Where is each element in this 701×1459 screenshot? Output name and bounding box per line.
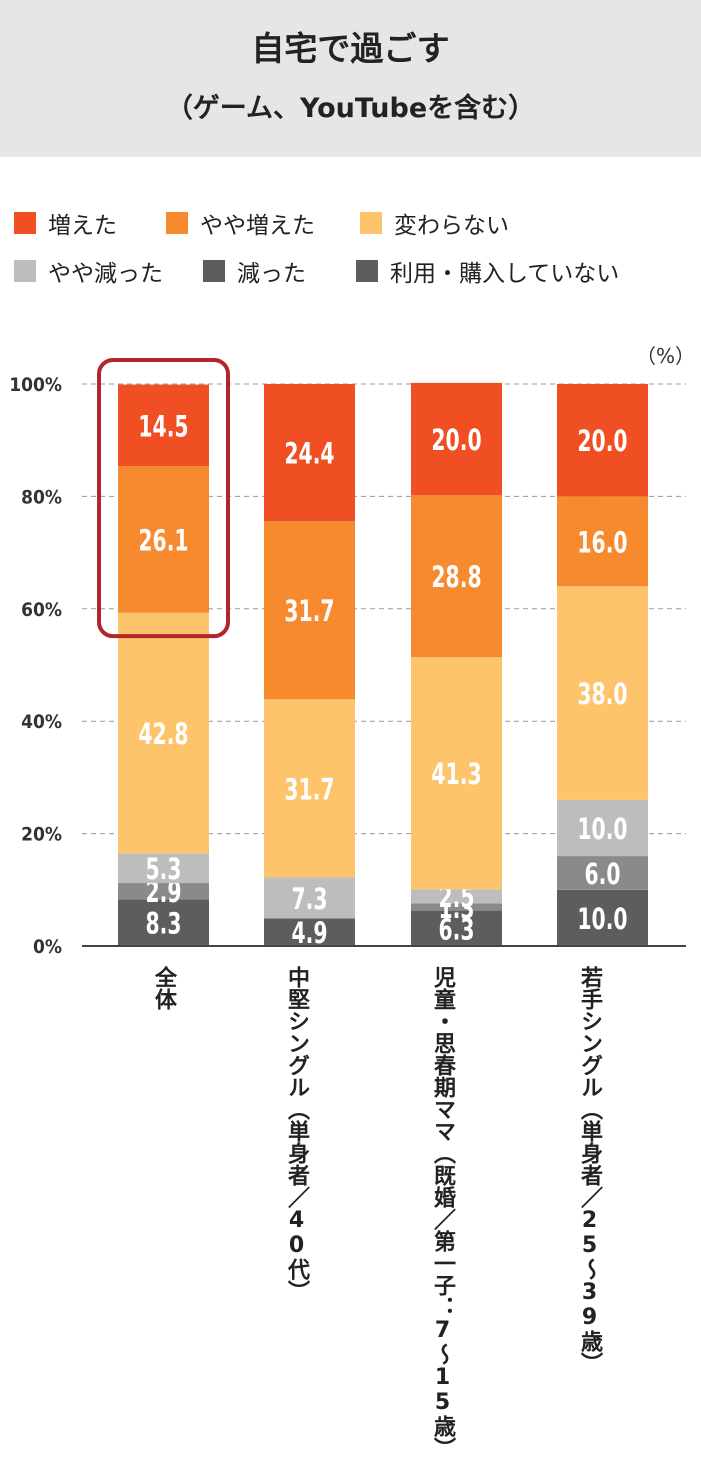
bar-segment [557,496,648,587]
y-tick-label: 100% [9,374,62,396]
data-label: 38.0 [577,678,627,711]
bar-segment [264,384,355,522]
legend-item: やや減った [14,256,163,287]
legend-item: 変わらない [360,208,509,239]
y-tick-label: 40% [21,711,62,733]
title-banner: 自宅で過ごす （ゲーム、YouTubeを含む） [0,0,701,157]
chart-subtitle: （ゲーム、YouTubeを含む） [165,93,536,124]
data-label: 5.3 [145,854,181,887]
legend-swatch [14,260,36,282]
bar-segment [264,877,355,919]
bar-segment [557,889,648,946]
bar-segment [411,382,502,496]
data-label: 14.5 [138,411,188,444]
bar-segment [411,903,502,911]
legend-label: 増えた [48,213,117,239]
bar-segment [411,657,502,890]
data-label: 41.3 [431,759,481,792]
bar-segment [264,918,355,946]
y-tick-label: 80% [21,486,62,508]
x-category-main: 全体 [151,966,176,1010]
data-label: 28.8 [431,562,481,595]
bar-segment [264,699,355,878]
y-tick-label: 60% [21,599,62,621]
data-label: 24.4 [284,438,334,471]
x-category-label: 中堅シングル（単身者／40代） [282,966,310,1302]
bar-segment [264,521,355,700]
bar-segment [118,853,209,884]
x-category-sub: （単身者／40代） [284,1098,309,1302]
legend-item: 増えた [14,208,117,239]
bar-segment [118,612,209,854]
bar-segment [118,384,209,467]
data-label: 31.7 [284,774,334,807]
bar-segment [557,384,648,497]
stacked-bar-chart: 0%20%40%60%80%100%8.32.95.342.826.114.54… [9,358,686,958]
legend-item: 減った [203,256,306,287]
bar-segment [118,466,209,613]
data-label: 6.0 [584,858,620,891]
bar-segment [118,883,209,900]
y-tick-label: 20% [21,824,62,846]
data-label: 20.0 [577,426,627,459]
data-label: 31.7 [284,596,334,629]
data-label: 16.0 [577,527,627,560]
legend-label: 利用・購入していない [390,261,620,287]
legend-item: 利用・購入していない [356,256,620,287]
x-category-main: 若手シングル [577,966,602,1098]
data-label: 8.3 [145,908,181,941]
legend-swatch [356,260,378,282]
data-label: 10.0 [577,813,627,846]
data-label: 20.0 [431,424,481,457]
bar-segment [411,910,502,946]
bar-segment [557,799,648,857]
x-category-sub: （既婚／第一子：7〜15歳） [430,1142,455,1459]
legend-swatch [166,212,188,234]
legend-label: 減った [237,261,306,287]
x-category-label: 全体 [149,966,177,1010]
legend-swatch [360,212,382,234]
data-label: 26.1 [138,525,188,558]
x-category-sub: （単身者／25〜39歳） [577,1098,602,1374]
bar-segment [411,889,502,904]
bar-segment [411,495,502,658]
y-tick-label: 0% [33,936,62,958]
data-label: 10.0 [577,903,627,936]
bar-segment [557,586,648,800]
data-label: 6.3 [438,914,474,947]
x-category-label: 若手シングル（単身者／25〜39歳） [575,966,603,1374]
legend-label: 変わらない [394,213,509,239]
x-category-label: 児童・思春期ママ（既婚／第一子：7〜15歳） [428,966,456,1459]
legend-label: やや減った [48,261,163,287]
highlight-frame [97,358,230,639]
legend-label: やや増えた [200,213,315,239]
unit-label: （%） [636,344,696,368]
bar-segment [118,899,209,946]
x-category-main: 児童・思春期ママ [430,966,455,1142]
legend-swatch [203,260,225,282]
data-label: 7.3 [291,883,327,916]
data-label: 42.8 [138,718,188,751]
bar-segment [557,856,648,890]
legend-item: やや増えた [166,208,315,239]
legend-swatch [14,212,36,234]
chart-title: 自宅で過ごす [251,29,450,68]
x-category-main: 中堅シングル [284,966,309,1098]
